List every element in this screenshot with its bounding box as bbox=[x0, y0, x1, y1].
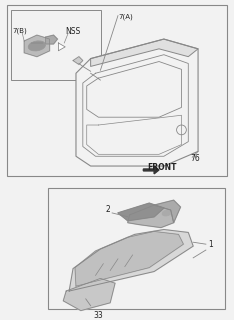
Bar bbox=[11, 10, 101, 80]
Polygon shape bbox=[24, 35, 50, 57]
Ellipse shape bbox=[162, 210, 172, 216]
Text: 33: 33 bbox=[94, 311, 103, 320]
Polygon shape bbox=[143, 166, 159, 174]
Polygon shape bbox=[63, 278, 115, 311]
Polygon shape bbox=[128, 205, 174, 228]
Text: FRONT: FRONT bbox=[147, 163, 177, 172]
Ellipse shape bbox=[28, 41, 46, 51]
Text: 7(A): 7(A) bbox=[118, 14, 133, 20]
Bar bbox=[48, 188, 225, 308]
Text: 2: 2 bbox=[105, 205, 110, 214]
Bar bbox=[7, 5, 227, 176]
Polygon shape bbox=[154, 200, 180, 223]
Polygon shape bbox=[73, 57, 83, 64]
Polygon shape bbox=[118, 203, 164, 221]
Polygon shape bbox=[58, 43, 65, 51]
Text: 7(B): 7(B) bbox=[12, 27, 27, 34]
Text: 76: 76 bbox=[190, 154, 200, 163]
Polygon shape bbox=[46, 35, 57, 44]
Text: NSS: NSS bbox=[65, 27, 80, 36]
Text: 1: 1 bbox=[208, 240, 212, 249]
Polygon shape bbox=[76, 39, 198, 166]
Polygon shape bbox=[75, 231, 183, 286]
Polygon shape bbox=[91, 39, 198, 67]
Polygon shape bbox=[69, 229, 193, 291]
